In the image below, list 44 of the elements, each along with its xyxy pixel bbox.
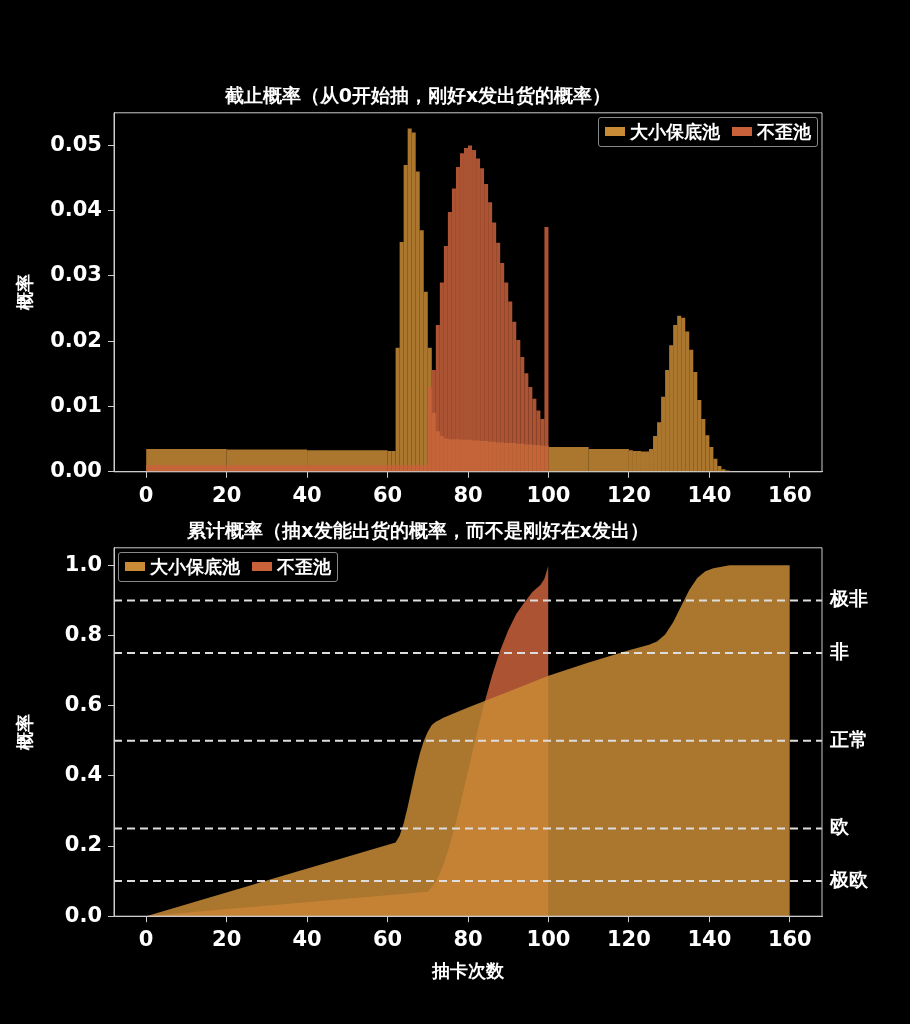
x-tick-label: 60 <box>372 482 403 507</box>
y-tick-label: 0.03 <box>50 262 102 287</box>
ref-line-label: 正常 <box>829 727 868 750</box>
ref-line-label: 极欧 <box>829 868 869 891</box>
x-tick-label: 20 <box>212 927 242 952</box>
legend-label: 不歪池 <box>757 119 811 144</box>
x-tick-label: 140 <box>687 482 732 507</box>
ref-line-label: 欧 <box>830 815 850 838</box>
x-axis-title: 抽卡次数 <box>431 959 505 981</box>
x-tick-label: 160 <box>767 927 812 952</box>
x-tick-label: 140 <box>687 927 732 952</box>
x-tick-label: 120 <box>606 927 651 952</box>
y-tick-label: 0.4 <box>64 762 102 787</box>
y-tick-label: 0.04 <box>50 197 102 222</box>
y-tick-label: 0.05 <box>50 131 102 156</box>
x-tick-label: 20 <box>212 482 242 507</box>
ref-line-label: 非 <box>829 639 849 662</box>
y-axis-title: 概率 <box>14 274 36 312</box>
y-axis-title: 概率 <box>14 714 36 751</box>
legend-label: 大小保底池 <box>150 554 240 579</box>
chart-title: 截止概率（从0开始抽，刚好x发出货的概率） <box>223 84 612 107</box>
x-tick-label: 120 <box>606 482 651 507</box>
x-tick-label: 80 <box>453 927 483 952</box>
legend-label: 不歪池 <box>277 554 331 579</box>
x-tick-label: 40 <box>292 482 322 507</box>
y-tick-label: 0.01 <box>50 392 102 417</box>
x-tick-label: 0 <box>138 482 154 507</box>
y-tick-label: 0.02 <box>50 327 102 352</box>
y-tick-label: 0.00 <box>50 458 102 483</box>
x-tick-label: 100 <box>526 927 571 952</box>
x-tick-label: 160 <box>767 482 812 507</box>
x-tick-label: 100 <box>526 482 571 507</box>
y-tick-label: 0.2 <box>64 832 102 857</box>
y-tick-label: 0.6 <box>64 692 102 717</box>
legend-label: 大小保底池 <box>630 119 720 144</box>
x-tick-label: 0 <box>138 927 154 952</box>
x-tick-label: 40 <box>292 927 322 952</box>
x-tick-label: 60 <box>372 927 403 952</box>
y-tick-label: 1.0 <box>64 551 102 576</box>
ref-line-label: 极非 <box>829 587 868 610</box>
chart-title: 累计概率（抽x发能出货的概率，而不是刚好在x发出） <box>186 519 649 542</box>
y-tick-label: 0.0 <box>64 902 102 927</box>
y-tick-label: 0.8 <box>64 621 102 646</box>
x-tick-label: 80 <box>453 482 483 507</box>
